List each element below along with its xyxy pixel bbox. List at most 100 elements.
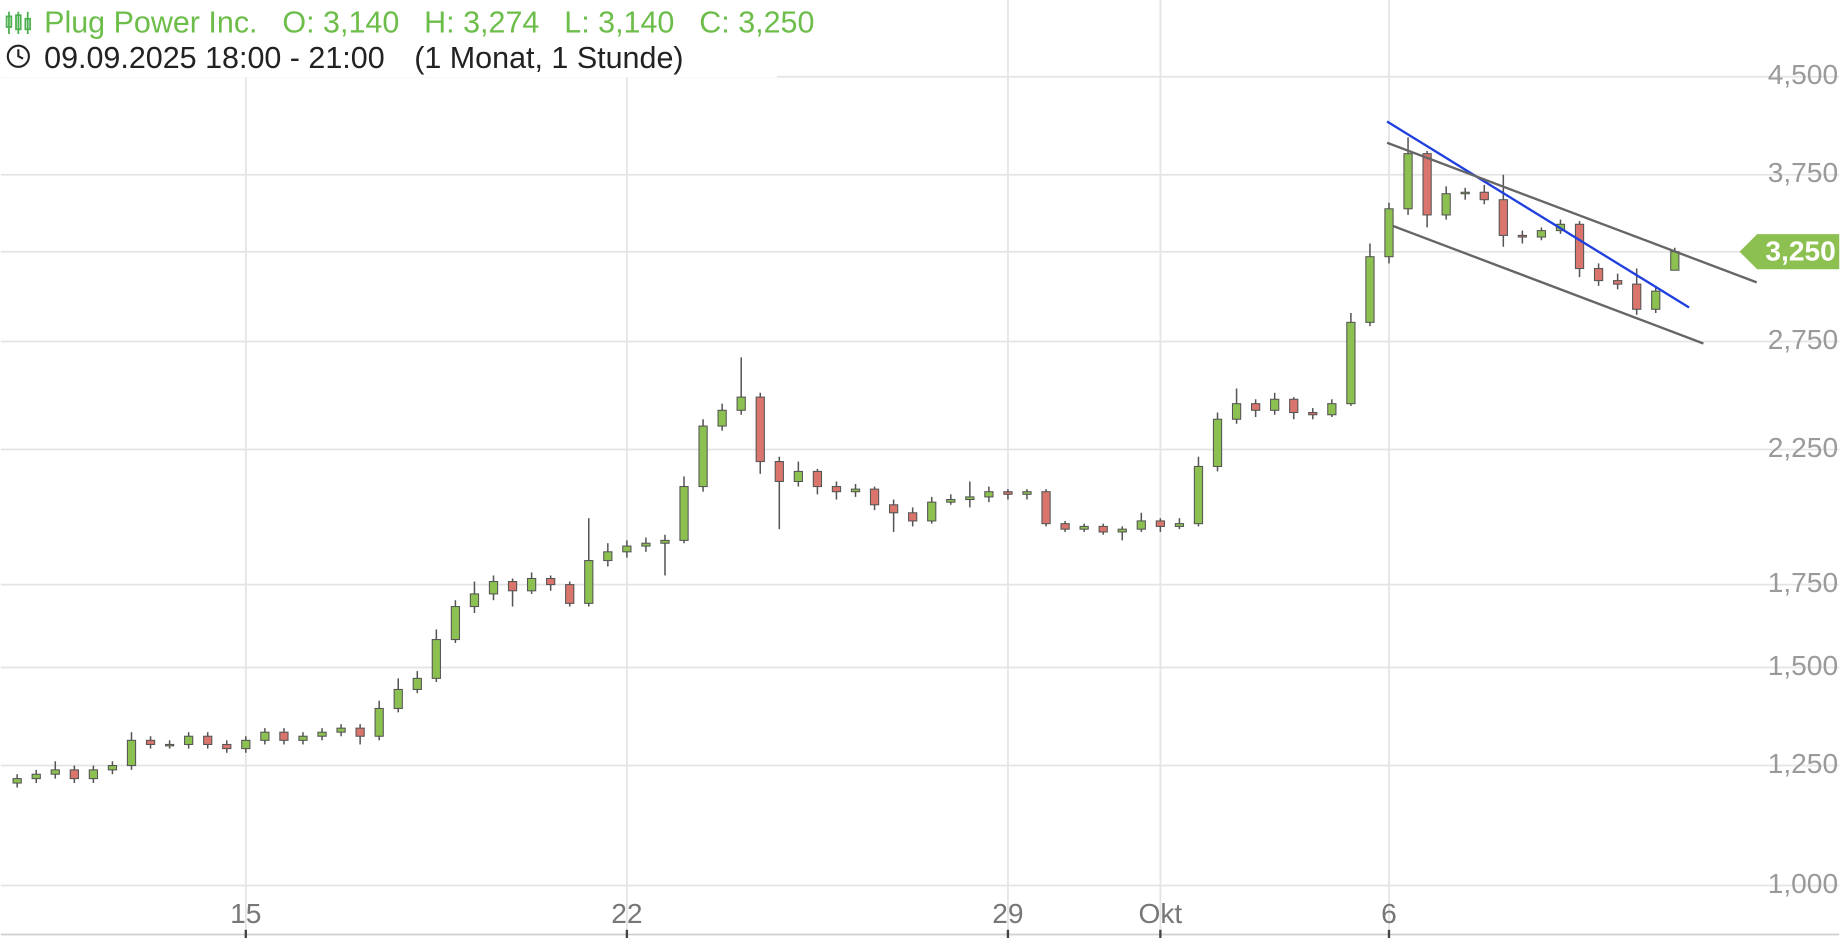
candle-body — [1498, 199, 1508, 236]
candle-body — [1365, 256, 1375, 323]
y-tick-label: 3,750 — [1768, 157, 1838, 188]
instrument-name: Plug Power Inc. — [44, 6, 257, 40]
candle-body — [1155, 520, 1165, 527]
candle-body — [1308, 411, 1318, 416]
time-range: 09.09.2025 18:00 - 21:00 — [44, 41, 385, 75]
candle-body — [1003, 491, 1013, 495]
last-price-tag — [1739, 234, 1840, 270]
candle-body — [1460, 191, 1470, 195]
candle-body — [336, 727, 346, 733]
candle-icon — [5, 11, 31, 35]
trendline — [1392, 224, 1704, 345]
candle-body — [1231, 403, 1242, 420]
candle-body — [622, 545, 632, 553]
candle-body — [812, 470, 823, 488]
candle-body — [184, 735, 194, 745]
candle-body — [584, 560, 594, 604]
x-tick-label: 6 — [1381, 898, 1397, 929]
candle-body — [31, 773, 41, 780]
candle-body — [1193, 465, 1204, 525]
candle-body — [641, 542, 651, 547]
candle-body — [317, 731, 327, 737]
candle-body — [1250, 403, 1261, 411]
candle-body — [660, 539, 670, 544]
candle-body — [1479, 191, 1489, 201]
candle-body — [12, 778, 22, 784]
candle-body — [546, 577, 556, 586]
candle-body — [565, 584, 575, 604]
candle-body — [1517, 234, 1528, 238]
candle-body — [107, 765, 118, 771]
candle-body — [412, 677, 422, 690]
ohlc-open: O: 3,140 — [282, 6, 399, 40]
candle-body — [736, 396, 746, 411]
candle-body — [1536, 230, 1547, 238]
candle-body — [469, 593, 480, 608]
candle-body — [1384, 208, 1394, 258]
candle-body — [450, 606, 461, 641]
candle-body — [755, 396, 765, 463]
candle-body — [1422, 153, 1432, 216]
last-price-label: 3,250 — [1765, 235, 1835, 266]
candle-body — [1136, 520, 1146, 530]
x-tick-label: 29 — [992, 898, 1023, 929]
header-line: Plug Power Inc. O: 3,140 H: 3,274 L: 3,1… — [44, 6, 814, 40]
ohlc-close: C: 3,250 — [699, 6, 814, 40]
candle-body — [88, 769, 99, 780]
candle-body — [793, 470, 803, 482]
candle-body — [1270, 398, 1280, 411]
candle-body — [374, 707, 384, 737]
trendline — [1386, 141, 1758, 284]
candle-body — [888, 504, 899, 514]
candle-body — [1117, 528, 1127, 533]
candle-body — [965, 496, 975, 501]
x-tick-label: 22 — [611, 898, 642, 929]
candle-body — [241, 739, 251, 750]
trendline — [1386, 120, 1690, 309]
candle-body — [222, 743, 232, 750]
candle-body — [603, 551, 613, 562]
x-tick-label: Okt — [1138, 898, 1182, 929]
candle-body — [679, 486, 689, 541]
candle-body — [1327, 403, 1337, 416]
candle-body — [1613, 280, 1623, 285]
y-tick-label: 1,500 — [1768, 650, 1838, 681]
candle-body — [1403, 153, 1413, 210]
candle-body — [1346, 321, 1356, 405]
candle-body — [1060, 523, 1070, 530]
candle-body — [984, 491, 994, 498]
y-tick-label: 1,250 — [1768, 748, 1838, 779]
candle-body — [927, 501, 937, 522]
y-tick-label: 1,000 — [1768, 868, 1838, 899]
candle-body — [1041, 491, 1051, 525]
candle-body — [260, 731, 270, 741]
candle-body — [1574, 223, 1585, 270]
period: (1 Monat, 1 Stunde) — [414, 41, 683, 75]
ohlc-high: H: 3,274 — [424, 6, 539, 40]
candle-body — [298, 735, 308, 741]
candle-body — [393, 688, 403, 709]
candle-body — [717, 409, 727, 427]
candle-body — [50, 769, 60, 775]
candle-body — [1632, 283, 1642, 310]
candle-body — [431, 639, 441, 679]
y-tick-label: 2,250 — [1768, 432, 1838, 463]
x-tick-label: 15 — [230, 898, 261, 929]
candle-body — [69, 769, 79, 780]
candle-body — [279, 731, 289, 741]
candle-body — [1651, 290, 1661, 310]
candle-body — [946, 498, 956, 503]
candle-body — [488, 581, 499, 595]
candle-body — [1212, 418, 1223, 467]
candle-body — [145, 739, 156, 745]
candle-body — [355, 727, 365, 737]
candle-body — [908, 512, 918, 522]
candle-body — [774, 461, 784, 482]
candle-body — [831, 486, 842, 493]
y-tick-label: 4,500 — [1768, 59, 1838, 90]
candle-body — [1289, 398, 1299, 414]
candle-body — [1441, 193, 1451, 216]
